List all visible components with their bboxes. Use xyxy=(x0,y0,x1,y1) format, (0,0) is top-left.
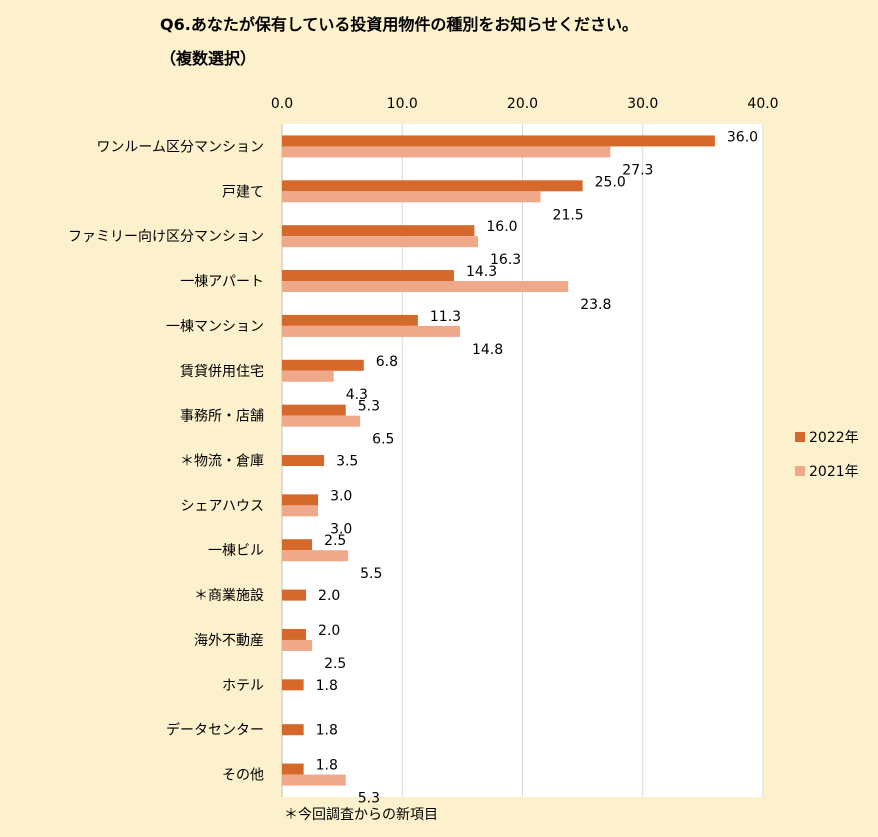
category-label: ファミリー向け区分マンション xyxy=(68,229,264,245)
bar-2022 xyxy=(282,494,319,506)
bar-2021 xyxy=(282,639,313,651)
category-label: ＊物流・倉庫 xyxy=(180,453,264,470)
category-label: 戸建て xyxy=(222,184,264,200)
legend-swatch xyxy=(795,466,805,476)
x-tick-label: 10.0 xyxy=(387,96,418,112)
data-label-2022: 1.8 xyxy=(316,758,338,774)
data-label-2022: 6.8 xyxy=(376,354,398,370)
footnote: ＊今回調査からの新項目 xyxy=(284,807,438,823)
data-label-2021: 2.5 xyxy=(324,656,346,672)
data-label-2021: 27.3 xyxy=(622,162,653,178)
bar-2022 xyxy=(282,539,313,551)
bar-2022 xyxy=(282,763,304,775)
x-tick-label: 40.0 xyxy=(747,96,778,112)
bar-2022 xyxy=(282,180,583,192)
category-label: シェアハウス xyxy=(181,498,264,514)
data-label-2022: 3.5 xyxy=(336,454,358,470)
bar-2022 xyxy=(282,679,304,691)
data-labels: 36.0 27.325.0 21.5 16.0 16.314.3 23.8 11.3 14.8… xyxy=(316,129,758,806)
data-label-2021: 23.8 xyxy=(580,297,611,313)
bar-2022 xyxy=(282,225,475,237)
data-label-2021: 14.8 xyxy=(472,342,503,358)
data-label-2022: 11.3 xyxy=(430,309,461,325)
chart-subtitle: （複数選択） xyxy=(160,49,256,68)
category-label: 事務所・店舗 xyxy=(180,409,264,425)
bar-2022 xyxy=(282,270,454,282)
data-label-2022: 16.0 xyxy=(486,219,517,235)
bar-2022 xyxy=(282,628,307,640)
category-label: その他 xyxy=(222,768,264,784)
bar-2021 xyxy=(282,774,346,786)
data-label-2021: 6.5 xyxy=(372,432,394,448)
bar-2021 xyxy=(282,191,541,203)
x-tick-label: 0.0 xyxy=(271,96,293,112)
legend-swatch xyxy=(795,432,805,442)
bar-2022 xyxy=(282,455,325,466)
data-label-2022: 2.5 xyxy=(324,533,346,549)
data-label-2022: 1.8 xyxy=(316,723,338,739)
bar-2022 xyxy=(282,404,346,416)
bar-2022 xyxy=(282,589,307,601)
bar-2021 xyxy=(282,236,479,248)
category-label: 海外不動産 xyxy=(194,633,264,649)
data-label-2022: 1.8 xyxy=(316,678,338,694)
bar-2022 xyxy=(282,359,364,371)
bar-2021 xyxy=(282,325,460,337)
data-label-2021: 4.3 xyxy=(346,387,368,403)
bars xyxy=(282,135,715,786)
legend-label: 2021年 xyxy=(809,464,859,480)
data-label-2022: 14.3 xyxy=(466,264,497,280)
data-label-2021: 5.5 xyxy=(360,566,382,582)
category-label: 一棟ビル xyxy=(208,543,264,559)
data-label-2022: 2.0 xyxy=(318,623,340,639)
category-label: 一棟マンション xyxy=(166,319,264,335)
category-label: ＊商業施設 xyxy=(194,588,264,604)
bar-2021 xyxy=(282,146,611,158)
category-label: ホテル xyxy=(222,678,264,694)
bar-2021 xyxy=(282,281,569,293)
data-label-2022: 36.0 xyxy=(727,129,758,145)
legend: 2022年 2021年 xyxy=(795,430,859,480)
category-label: ワンルーム区分マンション xyxy=(96,139,264,155)
bar-2021 xyxy=(282,415,361,427)
data-label-2021: 5.3 xyxy=(358,791,380,807)
data-label-2022: 5.3 xyxy=(358,399,380,415)
x-tick-label: 30.0 xyxy=(627,96,658,112)
legend-label: 2022年 xyxy=(809,430,859,446)
bar-2022 xyxy=(282,724,304,736)
data-label-2022: 3.0 xyxy=(330,488,352,504)
data-label-2022: 25.0 xyxy=(595,174,626,190)
category-label: データセンター xyxy=(166,722,264,739)
category-label: 一棟アパート xyxy=(180,274,264,290)
data-label-2021: 16.3 xyxy=(490,252,521,268)
data-label-2022: 2.0 xyxy=(318,588,340,604)
bar-2021 xyxy=(282,505,319,517)
chart-title: Q6.あなたが保有している投資用物件の種別をお知らせください。 xyxy=(160,15,638,34)
bar-2022 xyxy=(282,135,715,147)
bar-2021 xyxy=(282,370,334,382)
x-tick-label: 20.0 xyxy=(507,96,538,112)
data-label-2021: 3.0 xyxy=(330,521,352,537)
bar-2021 xyxy=(282,550,349,562)
category-labels: ワンルーム区分マンション戸建てファミリー向け区分マンション一棟アパート一棟マンシ… xyxy=(68,139,264,783)
data-label-2021: 21.5 xyxy=(553,207,584,223)
x-axis-ticks: 0.0 10.0 20.0 30.0 40.0 xyxy=(271,96,779,112)
bar-2022 xyxy=(282,314,418,326)
category-label: 賃貸併用住宅 xyxy=(180,364,264,380)
